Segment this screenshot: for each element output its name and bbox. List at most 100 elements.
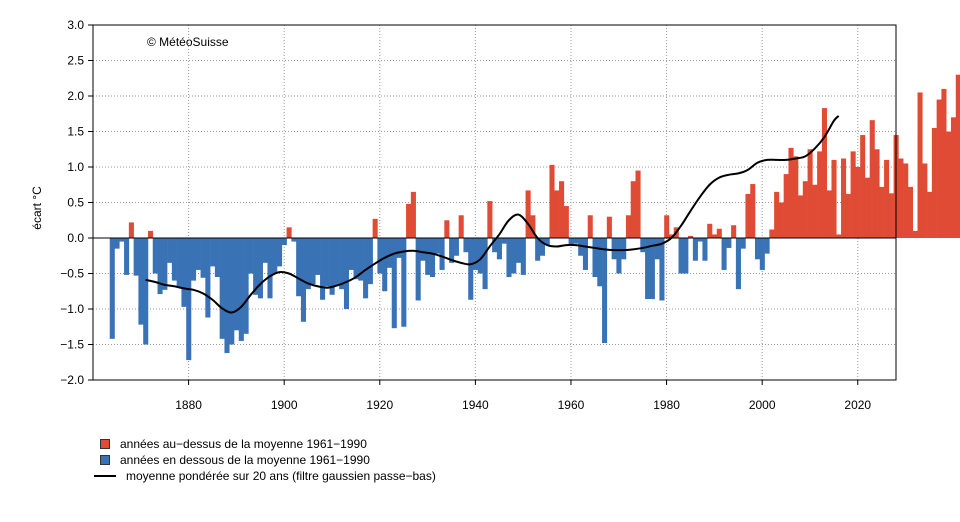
y-tick-label: −2.0: [60, 373, 84, 387]
bar-1968: [606, 216, 612, 238]
y-tick-label: 2.5: [67, 54, 84, 68]
bar-1879: [181, 238, 187, 307]
bar-1924: [396, 238, 402, 258]
bar-1907: [315, 238, 321, 275]
bar-1922: [386, 238, 393, 268]
bar-1950: [520, 238, 526, 275]
bar-1912: [339, 238, 345, 290]
bar-1894: [253, 238, 259, 295]
bar-2014: [826, 190, 832, 238]
bar-1990: [711, 234, 718, 238]
bar-1942: [482, 238, 488, 290]
bar-2027: [888, 193, 894, 238]
bar-1892: [243, 238, 249, 334]
x-tick-label: 1880: [175, 398, 202, 412]
bar-1958: [559, 181, 565, 238]
y-tick-label: 2.0: [67, 89, 84, 103]
legend-label-below: années en dessous de la moyenne 1961−199…: [120, 453, 370, 467]
y-tick-label: 3.0: [67, 18, 84, 32]
bar-1909: [324, 238, 330, 287]
y-tick-label: −1.5: [60, 338, 84, 352]
bar-1885: [210, 238, 216, 267]
bar-1974: [635, 170, 641, 238]
x-axis: 1880 1900 1920 1940 1960 1980 2000 2020: [175, 380, 871, 412]
y-tick-label: 1.5: [67, 125, 84, 139]
bar-2026: [884, 159, 890, 238]
bar-1929: [420, 238, 426, 261]
bar-2013: [821, 108, 827, 238]
bar-1874: [157, 238, 163, 295]
bar-1939: [468, 238, 474, 300]
bar-1953: [535, 238, 541, 261]
bar-1890: [234, 238, 240, 331]
bar-1902: [291, 238, 297, 242]
bar-1977: [649, 238, 655, 300]
bar-1914: [348, 238, 354, 270]
bar-2035: [927, 191, 933, 238]
bar-1971: [621, 238, 627, 260]
bar-1887: [219, 238, 225, 339]
bar-1961: [573, 238, 579, 244]
bar-1901: [286, 227, 292, 238]
bar-2025: [879, 186, 885, 238]
bar-2006: [788, 147, 794, 238]
bar-2012: [817, 151, 823, 238]
bar-1992: [721, 238, 727, 270]
bar-1943: [487, 201, 493, 238]
bar-1910: [329, 238, 335, 295]
bar-1948: [511, 238, 517, 274]
x-tick-label: 1960: [558, 398, 585, 412]
bar-2002: [769, 229, 775, 238]
bar-1919: [372, 218, 378, 238]
bar-1997: [745, 193, 751, 238]
bar-1973: [630, 181, 636, 238]
y-tick-label: 0.0: [67, 231, 84, 245]
bar-1986: [692, 238, 698, 261]
bar-1966: [597, 238, 603, 287]
bar-1991: [716, 228, 722, 238]
bar-1918: [367, 238, 373, 285]
bar-1899: [277, 238, 283, 267]
bar-2023: [869, 120, 875, 238]
bar-1994: [731, 225, 737, 238]
bar-2039: [946, 131, 952, 238]
bar-1954: [539, 238, 545, 256]
bar-1889: [229, 238, 235, 345]
bar-1985: [688, 235, 694, 238]
bar-1915: [353, 238, 359, 280]
bar-1952: [530, 215, 536, 238]
bar-1995: [735, 238, 741, 290]
bar-1920: [377, 238, 383, 274]
bar-1941: [477, 238, 483, 274]
bar-1962: [578, 238, 584, 256]
bar-2024: [874, 149, 880, 238]
bar-1998: [750, 184, 756, 238]
bar-1976: [645, 238, 651, 300]
x-tick-label: 1940: [462, 398, 489, 412]
bar-1981: [668, 234, 675, 238]
bar-1881: [190, 238, 197, 281]
bar-1921: [382, 238, 388, 292]
bar-2037: [936, 99, 942, 238]
bar-2015: [831, 159, 837, 238]
y-tick-label: −0.5: [60, 267, 84, 281]
bar-1875: [162, 238, 168, 290]
bar-1931: [429, 238, 436, 278]
bar-1984: [683, 238, 689, 274]
bar-2018: [845, 193, 851, 238]
bar-1905: [305, 238, 311, 290]
bar-2001: [764, 238, 770, 254]
bar-1993: [726, 238, 732, 248]
x-tick-label: 1980: [653, 398, 680, 412]
bar-2021: [860, 135, 866, 238]
y-axis: 3.0 2.5 2.0 1.5 1.0 0.5 0.0 −0.5 −1.0 −1.5 −2.0: [60, 18, 93, 387]
bar-1884: [205, 238, 211, 318]
bar-1965: [592, 238, 598, 278]
legend: années au−dessus de la moyenne 1961−1990…: [94, 436, 436, 484]
bar-1959: [563, 206, 569, 238]
bar-2022: [864, 177, 871, 238]
bar-1925: [401, 238, 407, 327]
bar-1883: [200, 238, 206, 278]
x-tick-label: 2020: [844, 398, 871, 412]
bar-2036: [931, 127, 937, 238]
